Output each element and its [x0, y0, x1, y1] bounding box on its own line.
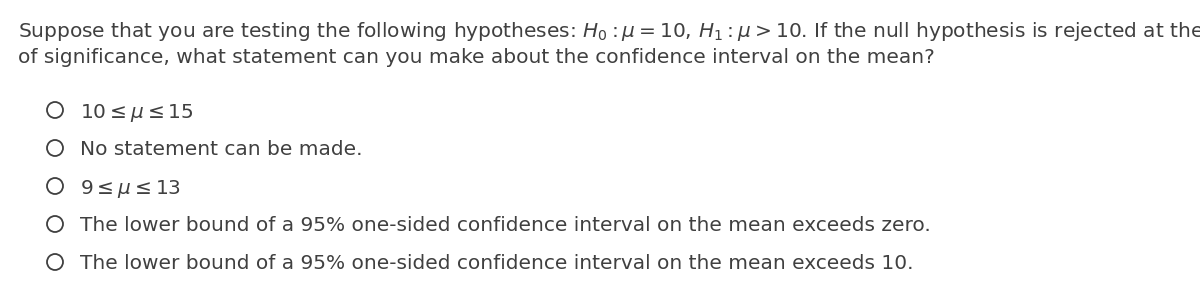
Text: $9 \leq \mu \leq 13$: $9 \leq \mu \leq 13$ — [80, 178, 181, 200]
Text: No statement can be made.: No statement can be made. — [80, 140, 362, 159]
Text: The lower bound of a 95% one-sided confidence interval on the mean exceeds zero.: The lower bound of a 95% one-sided confi… — [80, 216, 931, 235]
Text: The lower bound of a 95% one-sided confidence interval on the mean exceeds 10.: The lower bound of a 95% one-sided confi… — [80, 254, 913, 273]
Text: $10 \leq \mu \leq 15$: $10 \leq \mu \leq 15$ — [80, 102, 193, 124]
Text: Suppose that you are testing the following hypotheses: $H_0 : \mu = 10,\, H_1 : : Suppose that you are testing the followi… — [18, 20, 1200, 43]
Text: of significance, what statement can you make about the confidence interval on th: of significance, what statement can you … — [18, 48, 935, 67]
